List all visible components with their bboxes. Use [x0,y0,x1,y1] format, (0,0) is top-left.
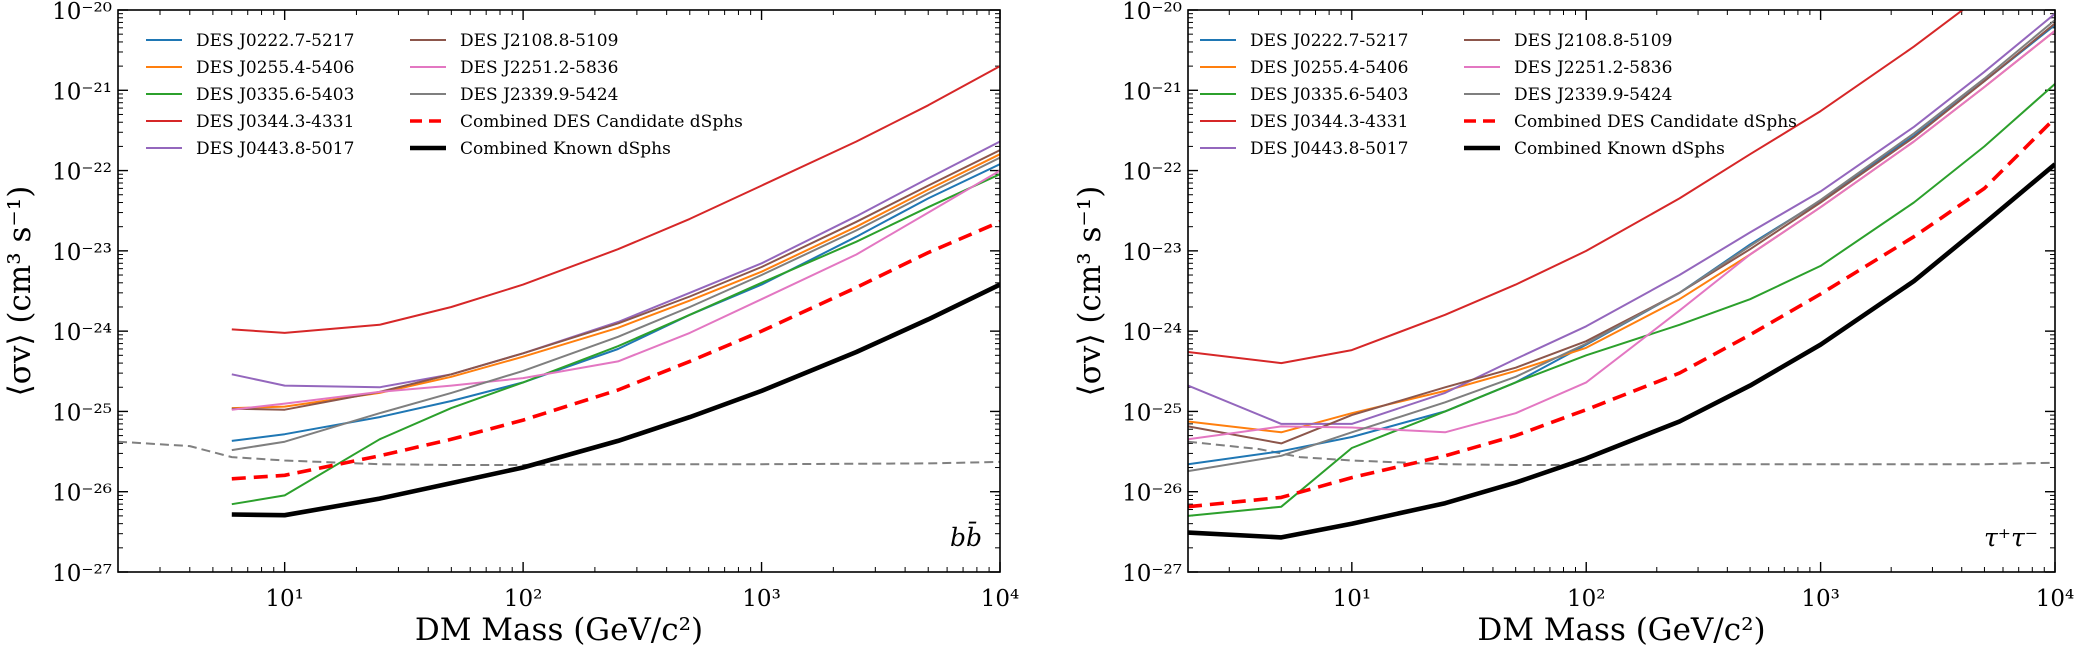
legend: DES J0222.7-5217 DES J0255.4-5406 DES J033… [1200,31,1797,159]
plot-frame [1187,9,2056,573]
series-line-des-j0443-8-5017 [231,140,1000,389]
legend-label: DES J0344.3-4331 [196,112,354,132]
series-line-combined-known-dsphs [1188,162,2055,540]
x-tick-label: 10³ [742,586,781,612]
y-tick-label: 10⁻²⁶ [52,481,112,507]
legend-label: DES J0344.3-4331 [1250,112,1408,132]
legend-label: DES J2339.9-5424 [460,85,618,105]
legend: DES J0222.7-5217 DES J0255.4-5406 DES J033… [146,31,743,159]
chart-panel-2: 10¹ 10² 10³ 10⁴ 10⁻²⁷ 10⁻²⁶ 10⁻²⁵ 10⁻²⁴ 10⁻²³ 10⁻… [1072,0,2074,648]
series-line-combined-des-candidate-dsphs [1188,116,2055,509]
legend-label: DES J0222.7-5217 [1250,31,1408,51]
y-tick-label: 10⁻²⁷ [52,561,112,587]
y-tick-label: 10⁻²⁷ [1122,561,1182,587]
y-axis-label: ⟨σv⟩ (cm³ s⁻¹) [1072,186,1108,397]
series-line-des-j0443-8-5017 [1188,12,2055,425]
y-tick-label: 10⁻²¹ [1122,79,1182,105]
series-line-des-j2108-8-5109 [231,149,1000,411]
series-line-des-j2251-2-5836 [1188,30,2055,441]
series-line-des-j0335-6-5403 [1188,83,2055,517]
series-line-des-j2108-8-5109 [1188,22,2055,445]
legend-label: Combined Known dSphs [460,139,671,159]
x-axis-label: DM Mass (GeV/c²) [415,612,703,648]
curves [1188,10,2055,540]
y-tick-label: 10⁻²⁰ [52,0,112,25]
legend-label: Combined DES Candidate dSphs [460,112,743,132]
chart-panel-1: 10¹ 10² 10³ 10⁴ 10⁻²⁷ 10⁻²⁶ 10⁻²⁵ 10⁻²⁴ 10⁻²³ 10⁻… [2,0,1019,648]
legend-label: DES J2251.2-5836 [460,58,618,78]
x-tick-label: 10⁴ [2036,586,2075,612]
curves [118,65,1000,518]
series-line-des-j2339-9-5424 [231,156,1000,452]
series-line-combined-known-dsphs [231,282,1000,518]
series-line-combined-des-candidate-dsphs [231,220,1000,481]
x-tick-label: 10² [504,586,543,612]
x-tick-label: 10¹ [265,586,304,612]
y-tick-label: 10⁻²¹ [52,79,112,105]
x-tick-label: 10¹ [1333,586,1372,612]
legend-label: DES J2108.8-5109 [1514,31,1672,51]
thermal-relic-line [118,440,1000,466]
legend-label: DES J0443.8-5017 [1250,139,1408,159]
y-tick-label: 10⁻²² [1122,160,1182,186]
channel-label: τ⁺τ⁻ [1984,523,2038,552]
legend-label: DES J2108.8-5109 [460,31,618,51]
legend-label: DES J2339.9-5424 [1514,85,1672,105]
y-tick-label: 10⁻²⁵ [52,400,112,426]
series-line-des-j0222-7-5217 [231,163,1000,442]
legend-label: DES J0255.4-5406 [196,58,354,78]
plot-frame [117,9,1001,573]
y-tick-label: 10⁻²⁵ [1122,400,1182,426]
y-tick-label: 10⁻²⁰ [1122,0,1182,25]
x-axis-label: DM Mass (GeV/c²) [1477,612,1765,648]
legend-label: DES J0335.6-5403 [196,85,354,105]
legend-label: DES J0255.4-5406 [1250,58,1408,78]
x-tick-label: 10² [1567,586,1606,612]
y-tick-label: 10⁻²⁴ [52,320,112,346]
y-tick-label: 10⁻²³ [1122,240,1182,266]
legend-label: Combined Known dSphs [1514,139,1725,159]
series-line-des-j2251-2-5836 [231,169,1000,411]
legend-label: Combined DES Candidate dSphs [1514,112,1797,132]
legend-label: DES J0335.6-5403 [1250,85,1408,105]
series-line-des-j0335-6-5403 [231,173,1000,506]
minor-ticks [118,10,1000,572]
series-line-des-j0255-4-5406 [231,153,1000,410]
series-line-des-j0344-3-4331 [1188,10,1965,365]
y-tick-label: 10⁻²⁶ [1122,481,1182,507]
x-tick-label: 10³ [1801,586,1840,612]
x-tick-label: 10⁴ [981,586,1020,612]
y-axis-label: ⟨σv⟩ (cm³ s⁻¹) [2,186,38,397]
legend-label: DES J0222.7-5217 [196,31,354,51]
y-tick-label: 10⁻²² [52,160,112,186]
y-tick-label: 10⁻²³ [52,240,112,266]
series-line-des-j0344-3-4331 [231,65,1000,334]
y-tick-label: 10⁻²⁴ [1122,320,1182,346]
legend-label: DES J0443.8-5017 [196,139,354,159]
series-line-des-j2339-9-5424 [1188,19,2055,473]
legend-label: DES J2251.2-5836 [1514,58,1672,78]
channel-label: bb̄ [950,523,982,552]
